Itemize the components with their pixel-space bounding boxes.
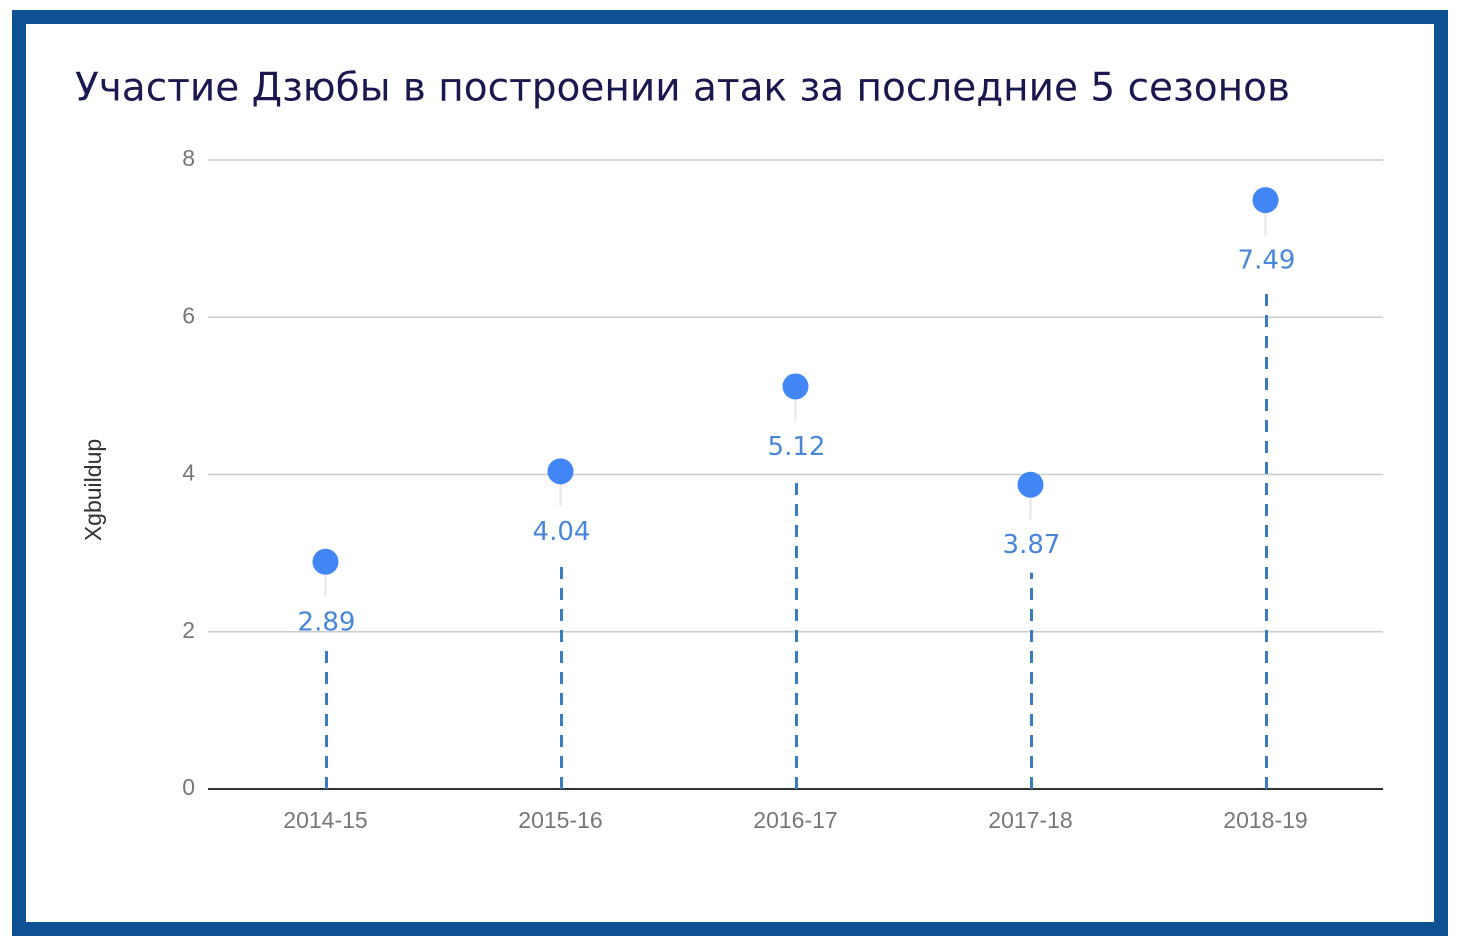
x-tick-label: 2018-19 [1223, 807, 1307, 833]
y-tick-label: 2 [182, 617, 195, 643]
chart-title: Участие Дзюбы в построении атак за после… [75, 66, 1290, 111]
y-tick-label: 4 [182, 460, 195, 486]
value-label: 3.87 [1003, 530, 1061, 560]
dot [1252, 187, 1279, 214]
value-label: 4.04 [533, 517, 591, 547]
y-tick-label: 8 [182, 145, 195, 171]
x-tick-label: 2017-18 [988, 807, 1072, 833]
x-tick-label: 2015-16 [518, 807, 602, 833]
value-label: 2.89 [298, 607, 356, 637]
frame [12, 10, 1448, 936]
y-tick-label: 0 [182, 774, 195, 800]
value-label: 7.49 [1238, 246, 1296, 276]
dot [312, 548, 339, 575]
y-tick-label: 6 [182, 302, 195, 328]
y-axis-label: Xgbuildup [80, 439, 106, 541]
dot [547, 458, 574, 485]
dot [782, 373, 809, 400]
dot [1017, 471, 1044, 498]
value-label: 5.12 [768, 432, 826, 462]
x-tick-label: 2016-17 [753, 807, 837, 833]
x-tick-label: 2014-15 [283, 807, 367, 833]
